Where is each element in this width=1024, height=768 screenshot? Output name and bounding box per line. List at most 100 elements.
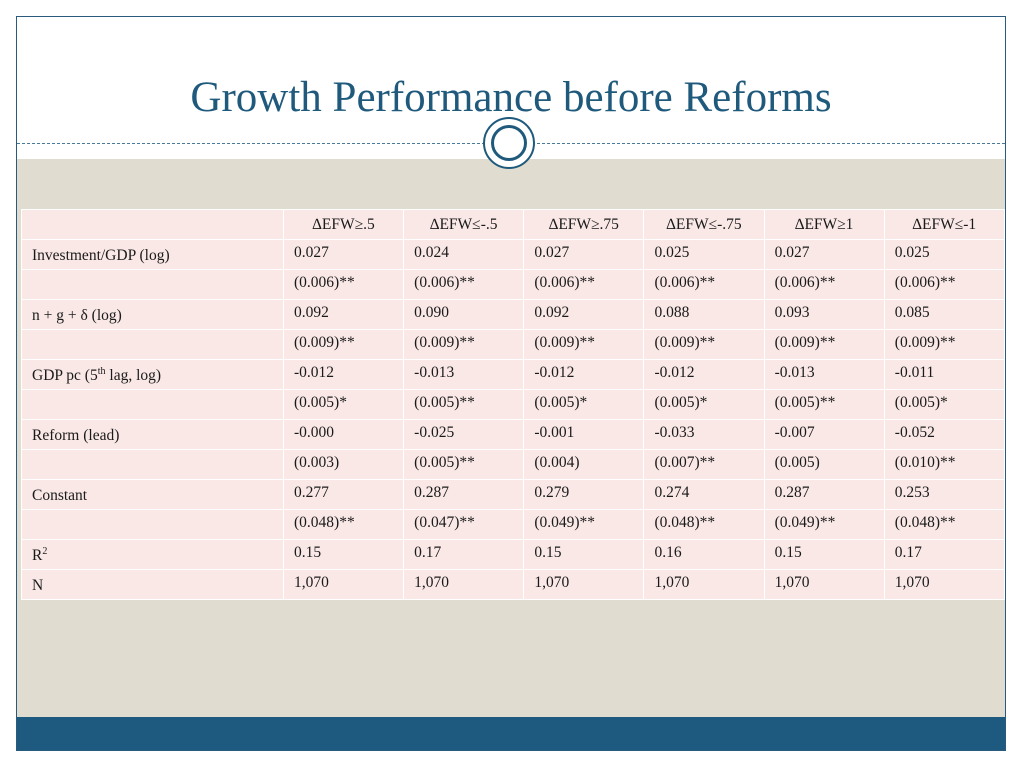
- coef-cell: 0.279: [523, 479, 645, 510]
- value-cell: 0.15: [763, 539, 885, 570]
- se-cell: (0.006)**: [403, 269, 525, 300]
- se-cell: (0.006)**: [883, 269, 1005, 300]
- column-header: ∆EFW≤-.75: [643, 209, 765, 240]
- coef-cell: -0.052: [883, 419, 1005, 450]
- circle-ornament-icon: [483, 117, 535, 169]
- table-row: (0.048)** (0.047)** (0.049)** (0.048)** …: [21, 509, 1005, 540]
- column-header: ∆EFW≤-.5: [403, 209, 525, 240]
- coef-cell: 0.274: [643, 479, 765, 510]
- regression-table-wrap: ∆EFW≥.5 ∆EFW≤-.5 ∆EFW≥.75 ∆EFW≤-.75 ∆EFW…: [21, 209, 1005, 600]
- slide-title: Growth Performance before Reforms: [190, 74, 832, 121]
- coef-cell: 0.088: [643, 299, 765, 330]
- row-label: n + g + δ (log): [21, 299, 284, 330]
- coef-cell: 0.092: [282, 299, 405, 330]
- coef-cell: 0.287: [763, 479, 885, 510]
- coef-cell: 0.027: [523, 239, 645, 270]
- row-label-superscript: th: [97, 365, 106, 377]
- coef-cell: -0.012: [282, 359, 405, 390]
- se-cell: (0.007)**: [643, 449, 765, 480]
- se-cell: (0.009)**: [883, 329, 1005, 360]
- se-cell: (0.005): [763, 449, 885, 480]
- value-cell: 0.16: [643, 539, 765, 570]
- coef-cell: -0.012: [643, 359, 765, 390]
- row-label: GDP pc (5th lag, log): [21, 359, 284, 390]
- header-blank: [21, 209, 284, 240]
- se-cell: (0.006)**: [282, 269, 405, 300]
- se-cell: (0.048)**: [643, 509, 765, 540]
- coef-cell: 0.024: [403, 239, 525, 270]
- row-label-blank: [21, 329, 284, 360]
- row-label-text: GDP pc (5: [32, 367, 98, 384]
- row-label-text: R: [32, 547, 43, 564]
- se-cell: (0.004): [523, 449, 645, 480]
- se-cell: (0.009)**: [403, 329, 525, 360]
- se-cell: (0.005)*: [883, 389, 1005, 420]
- coef-cell: 0.090: [403, 299, 525, 330]
- se-cell: (0.005)*: [643, 389, 765, 420]
- table-row: Reform (lead) -0.000 -0.025 -0.001 -0.03…: [21, 419, 1005, 450]
- coef-cell: -0.000: [282, 419, 405, 450]
- coef-cell: -0.011: [883, 359, 1005, 390]
- row-label-blank: [21, 509, 284, 540]
- se-cell: (0.005)**: [403, 449, 525, 480]
- se-cell: (0.006)**: [523, 269, 645, 300]
- column-header: ∆EFW≤-1: [883, 209, 1005, 240]
- table-row: (0.009)** (0.009)** (0.009)** (0.009)** …: [21, 329, 1005, 360]
- se-cell: (0.049)**: [763, 509, 885, 540]
- coef-cell: -0.001: [523, 419, 645, 450]
- se-cell: (0.006)**: [763, 269, 885, 300]
- se-cell: (0.005)*: [523, 389, 645, 420]
- coef-cell: 0.027: [282, 239, 405, 270]
- table-row: n + g + δ (log) 0.092 0.090 0.092 0.088 …: [21, 299, 1005, 330]
- table-row: R2 0.15 0.17 0.15 0.16 0.15 0.17: [21, 539, 1005, 570]
- table-header-row: ∆EFW≥.5 ∆EFW≤-.5 ∆EFW≥.75 ∆EFW≤-.75 ∆EFW…: [21, 209, 1005, 240]
- coef-cell: 0.092: [523, 299, 645, 330]
- value-cell: 1,070: [763, 569, 885, 600]
- value-cell: 1,070: [403, 569, 525, 600]
- coef-cell: -0.013: [403, 359, 525, 390]
- table-row: Investment/GDP (log) 0.027 0.024 0.027 0…: [21, 239, 1005, 270]
- coef-cell: 0.253: [883, 479, 1005, 510]
- coef-cell: 0.025: [883, 239, 1005, 270]
- coef-cell: -0.033: [643, 419, 765, 450]
- coef-cell: -0.013: [763, 359, 885, 390]
- se-cell: (0.003): [282, 449, 405, 480]
- value-cell: 0.15: [523, 539, 645, 570]
- se-cell: (0.047)**: [403, 509, 525, 540]
- regression-table: ∆EFW≥.5 ∆EFW≤-.5 ∆EFW≥.75 ∆EFW≤-.75 ∆EFW…: [21, 209, 1005, 600]
- table-row: Constant 0.277 0.287 0.279 0.274 0.287 0…: [21, 479, 1005, 510]
- row-label-blank: [21, 389, 284, 420]
- row-label: N: [21, 569, 284, 600]
- value-cell: 1,070: [282, 569, 405, 600]
- coef-cell: 0.277: [282, 479, 405, 510]
- column-header: ∆EFW≥1: [763, 209, 885, 240]
- footer-band: [17, 717, 1005, 750]
- coef-cell: -0.012: [523, 359, 645, 390]
- se-cell: (0.048)**: [883, 509, 1005, 540]
- value-cell: 1,070: [523, 569, 645, 600]
- column-header: ∆EFW≥.75: [523, 209, 645, 240]
- table-row: (0.003) (0.005)** (0.004) (0.007)** (0.0…: [21, 449, 1005, 480]
- coef-cell: 0.025: [643, 239, 765, 270]
- se-cell: (0.049)**: [523, 509, 645, 540]
- table-row: (0.005)* (0.005)** (0.005)* (0.005)* (0.…: [21, 389, 1005, 420]
- table-row: N 1,070 1,070 1,070 1,070 1,070 1,070: [21, 569, 1005, 600]
- table-row: (0.006)** (0.006)** (0.006)** (0.006)** …: [21, 269, 1005, 300]
- coef-cell: 0.093: [763, 299, 885, 330]
- row-label-blank: [21, 269, 284, 300]
- row-label: Constant: [21, 479, 284, 510]
- se-cell: (0.005)*: [282, 389, 405, 420]
- value-cell: 0.17: [883, 539, 1005, 570]
- se-cell: (0.009)**: [643, 329, 765, 360]
- row-label-text: lag, log): [105, 367, 162, 384]
- coef-cell: 0.085: [883, 299, 1005, 330]
- se-cell: (0.009)**: [282, 329, 405, 360]
- row-label: R2: [21, 539, 284, 570]
- se-cell: (0.010)**: [883, 449, 1005, 480]
- coef-cell: 0.027: [763, 239, 885, 270]
- se-cell: (0.009)**: [523, 329, 645, 360]
- row-label: Reform (lead): [21, 419, 284, 450]
- se-cell: (0.005)**: [403, 389, 525, 420]
- row-label-superscript: 2: [42, 545, 48, 557]
- circle-ornament-inner: [491, 125, 527, 161]
